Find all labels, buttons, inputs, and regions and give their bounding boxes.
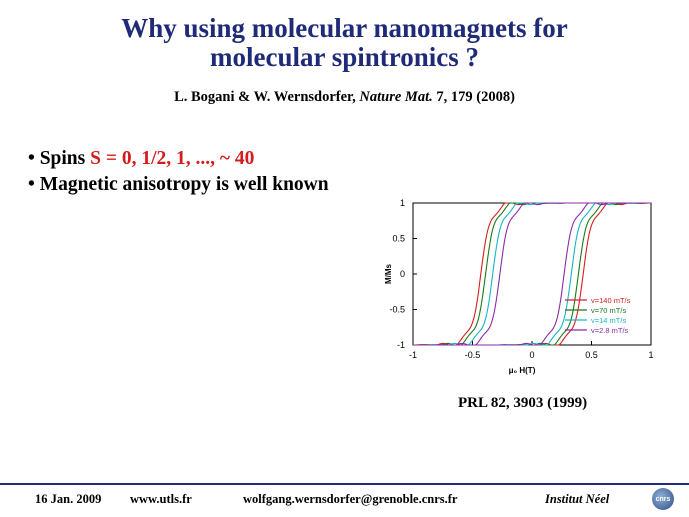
legend-label: v=2.8 mT/s	[591, 326, 629, 335]
footer-email: wolfgang.wernsdorfer@grenoble.cnrs.fr	[243, 492, 458, 506]
y-tick-label: 1	[400, 198, 405, 208]
title-line-2: molecular spintronics ?	[209, 42, 479, 72]
series-line-4-ascending	[413, 202, 651, 346]
y-tick-label: 0	[400, 269, 405, 279]
legend-label: v=14 mT/s	[591, 316, 626, 325]
y-tick-label: -1	[397, 340, 405, 350]
bullet-item: • Magnetic anisotropy is well known	[28, 172, 329, 198]
x-tick-label: -1	[409, 350, 417, 360]
ref-authors: L. Bogani & W. Wernsdorfer,	[174, 89, 360, 105]
footer-divider	[0, 483, 689, 485]
x-tick-label: 0.5	[585, 350, 598, 360]
footer-date: 16 Jan. 2009	[35, 492, 102, 506]
plot-frame	[412, 202, 652, 346]
reference-line: L. Bogani & W. Wernsdorfer, Nature Mat. …	[0, 89, 689, 106]
bullet-highlight: S = 0, 1/2, 1, ..., ~ 40	[90, 148, 255, 169]
footer-institute: Institut Néel	[545, 492, 610, 506]
y-tick-label: 0.5	[392, 234, 405, 244]
x-tick-label: 0	[529, 350, 534, 360]
x-tick-label: 1	[648, 350, 653, 360]
cnrs-logo: cnrs	[652, 488, 674, 510]
bullet-text: • Magnetic anisotropy is well known	[28, 174, 329, 195]
bullet-list: • Spins S = 0, 1/2, 1, ..., ~ 40 • Magne…	[28, 146, 329, 198]
title-line-1: Why using molecular nanomagnets for	[121, 13, 568, 43]
legend-label: v=140 mT/s	[591, 296, 631, 305]
footer-website: www.utls.fr	[130, 492, 192, 506]
y-axis-label: M/Ms	[384, 263, 393, 284]
slide-title: Why using molecular nanomagnets for mole…	[0, 14, 689, 72]
ref-rest: 7, 179 (2008)	[432, 89, 515, 105]
ref-journal: Nature Mat.	[359, 89, 433, 105]
hysteresis-chart: -1 -0.5 0 0.5 1 1 0.5 0 -0.5 -1 μ₀ H(T) M/Ms v=140 m…	[384, 198, 654, 375]
x-tick-label: -0.5	[465, 350, 481, 360]
figure-citation: PRL 82, 3903 (1999)	[458, 395, 588, 411]
bullet-text: • Spins	[28, 148, 91, 169]
x-axis-label: μ₀ H(T)	[509, 366, 536, 375]
y-tick-label: -0.5	[389, 305, 405, 315]
legend-label: v=70 mT/s	[591, 306, 626, 315]
bullet-item: • Spins S = 0, 1/2, 1, ..., ~ 40	[28, 146, 329, 172]
